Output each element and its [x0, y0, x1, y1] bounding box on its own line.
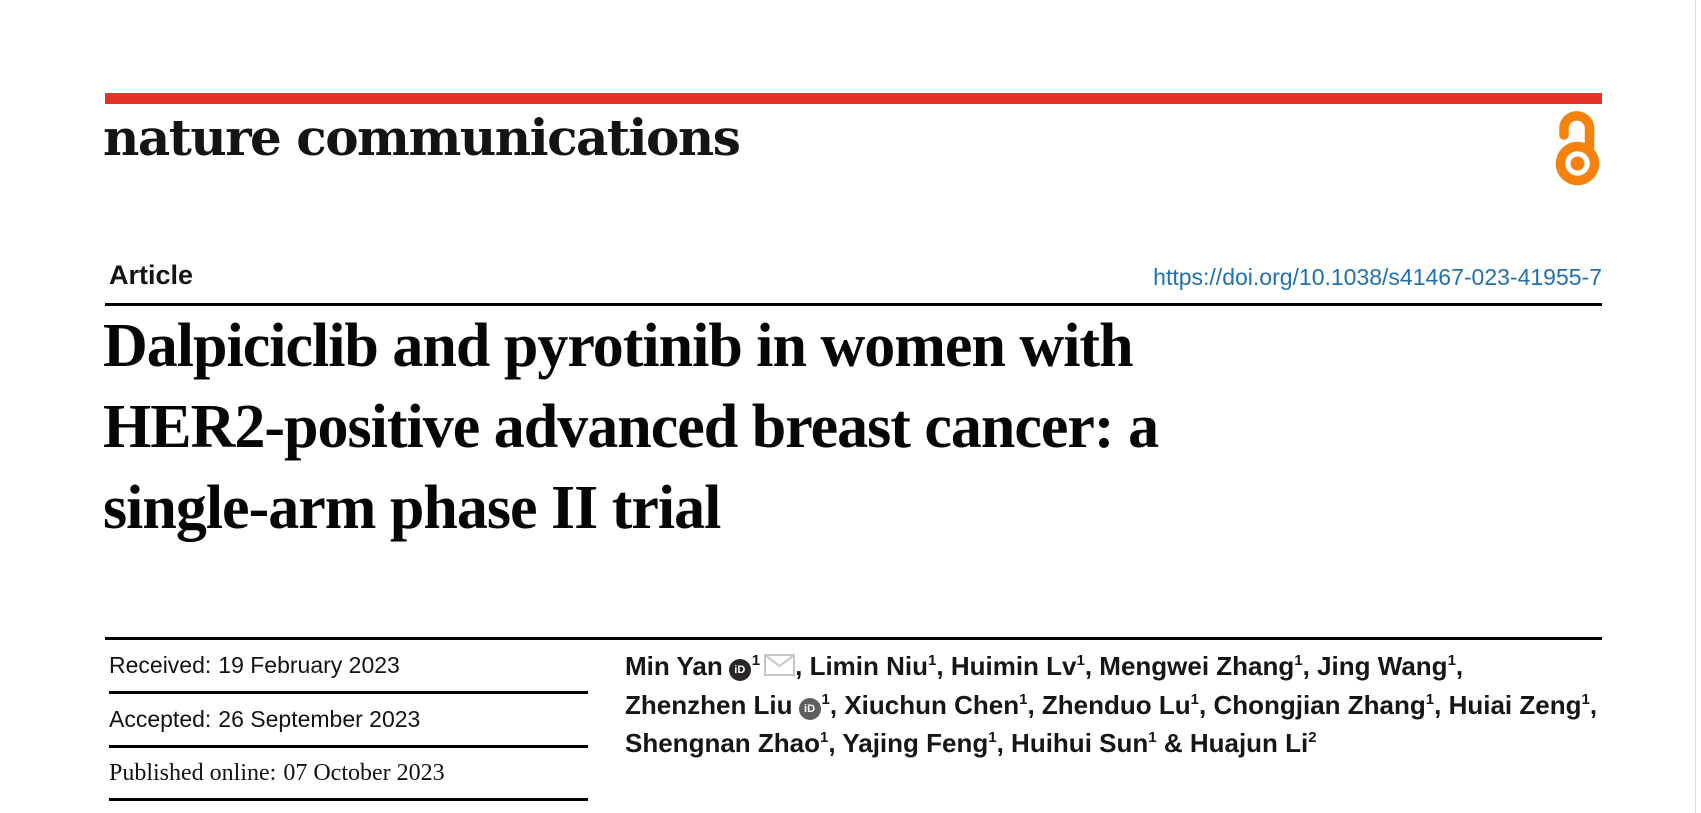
authors-line-2: Zhenzhen Liu iD1, Xiuchun Chen1, Zhenduo …: [625, 686, 1625, 724]
author-separator: ,: [1027, 690, 1042, 720]
published-date-row: Published online: 07 October 2023: [109, 748, 588, 801]
article-title: Dalpiciclib and pyrotinib in women with …: [103, 306, 1159, 549]
author-name: Huimin Lv: [950, 651, 1077, 681]
author-separator: ,: [1589, 690, 1598, 720]
affiliation-superscript: 2: [1308, 729, 1317, 746]
author-name: Chongjian Zhang: [1213, 690, 1426, 720]
orcid-icon[interactable]: iD: [728, 659, 751, 681]
author-separator: ,: [1199, 690, 1214, 720]
author-separator: ,: [795, 651, 810, 681]
affiliation-superscript: 1: [1294, 652, 1303, 669]
affiliation-superscript: 1: [820, 729, 829, 746]
author-separator: ,: [1302, 651, 1318, 681]
author-name: Mengwei Zhang: [1099, 651, 1295, 681]
affiliation-superscript: 1: [1190, 691, 1200, 708]
email-icon[interactable]: [764, 648, 796, 686]
accepted-value: 26 September 2023: [218, 706, 421, 732]
author-separator: &: [1156, 728, 1190, 758]
author-name: Shengnan Zhao: [625, 728, 820, 758]
received-date-row: Received: 19 February 2023: [109, 640, 588, 694]
author-name: Zhenduo Lu: [1041, 690, 1191, 720]
received-value: 19 February 2023: [218, 652, 400, 678]
orcid-icon[interactable]: iD: [798, 698, 821, 720]
journal-logo: nature communications: [103, 108, 741, 167]
affiliation-superscript: 1: [1148, 729, 1157, 746]
authors-line-3: Shengnan Zhao1, Yajing Feng1, Huihui Sun…: [625, 724, 1625, 762]
received-label: Received:: [109, 652, 212, 678]
affiliation-superscript: 1: [1076, 652, 1085, 669]
author-separator: ,: [1084, 651, 1100, 681]
affiliation-superscript: 1: [751, 652, 761, 669]
article-type-label: Article: [109, 260, 194, 290]
authors-block: Min Yan iD1, Limin Niu1, Huimin Lv1, Meng…: [625, 647, 1625, 762]
article-title-line: single-arm phase II trial: [103, 474, 721, 542]
author-name: Huajun Li: [1189, 728, 1309, 758]
author-name: Xiuchun Chen: [844, 690, 1020, 720]
published-value: 07 October 2023: [283, 759, 445, 786]
author-name: Zhenzhen Liu: [625, 690, 793, 720]
affiliation-superscript: 1: [1447, 652, 1456, 669]
affiliation-superscript: 1: [928, 652, 937, 669]
author-separator: ,: [996, 728, 1012, 758]
author-name: Huiai Zeng: [1448, 690, 1582, 720]
affiliation-superscript: 1: [988, 729, 997, 746]
affiliation-superscript: 1: [821, 691, 830, 708]
author-name: Jing Wang: [1317, 651, 1448, 681]
authors-line-1: Min Yan iD1, Limin Niu1, Huimin Lv1, Meng…: [625, 647, 1625, 686]
open-access-icon: [1552, 106, 1604, 193]
affiliation-superscript: 1: [1581, 691, 1590, 708]
page-edge-divider: [1695, 0, 1696, 813]
accepted-date-row: Accepted: 26 September 2023: [109, 694, 588, 748]
header-rule: [105, 303, 1602, 306]
metadata-top-rule: [105, 637, 1602, 640]
author-separator: ,: [1455, 651, 1464, 681]
doi-link[interactable]: https://doi.org/10.1038/s41467-023-41955…: [1153, 264, 1602, 290]
author-separator: ,: [1434, 690, 1449, 720]
affiliation-superscript: 1: [1019, 691, 1028, 708]
article-title-line: Dalpiciclib and pyrotinib in women with: [103, 312, 1134, 380]
author-name: Min Yan: [625, 651, 723, 681]
accepted-label: Accepted:: [109, 706, 212, 732]
author-separator: ,: [828, 728, 843, 758]
published-label: Published online:: [109, 759, 277, 786]
author-name: Yajing Feng: [842, 728, 989, 758]
masthead-accent-bar: [105, 93, 1602, 104]
dates-sidebar: Received: 19 February 2023 Accepted: 26 …: [109, 640, 588, 801]
author-separator: ,: [936, 651, 951, 681]
affiliation-superscript: 1: [1425, 691, 1435, 708]
author-name: Limin Niu: [809, 651, 929, 681]
author-name: Huihui Sun: [1011, 728, 1149, 758]
article-title-line: HER2-positive advanced breast cancer: a: [103, 393, 1159, 461]
author-separator: ,: [829, 690, 845, 720]
